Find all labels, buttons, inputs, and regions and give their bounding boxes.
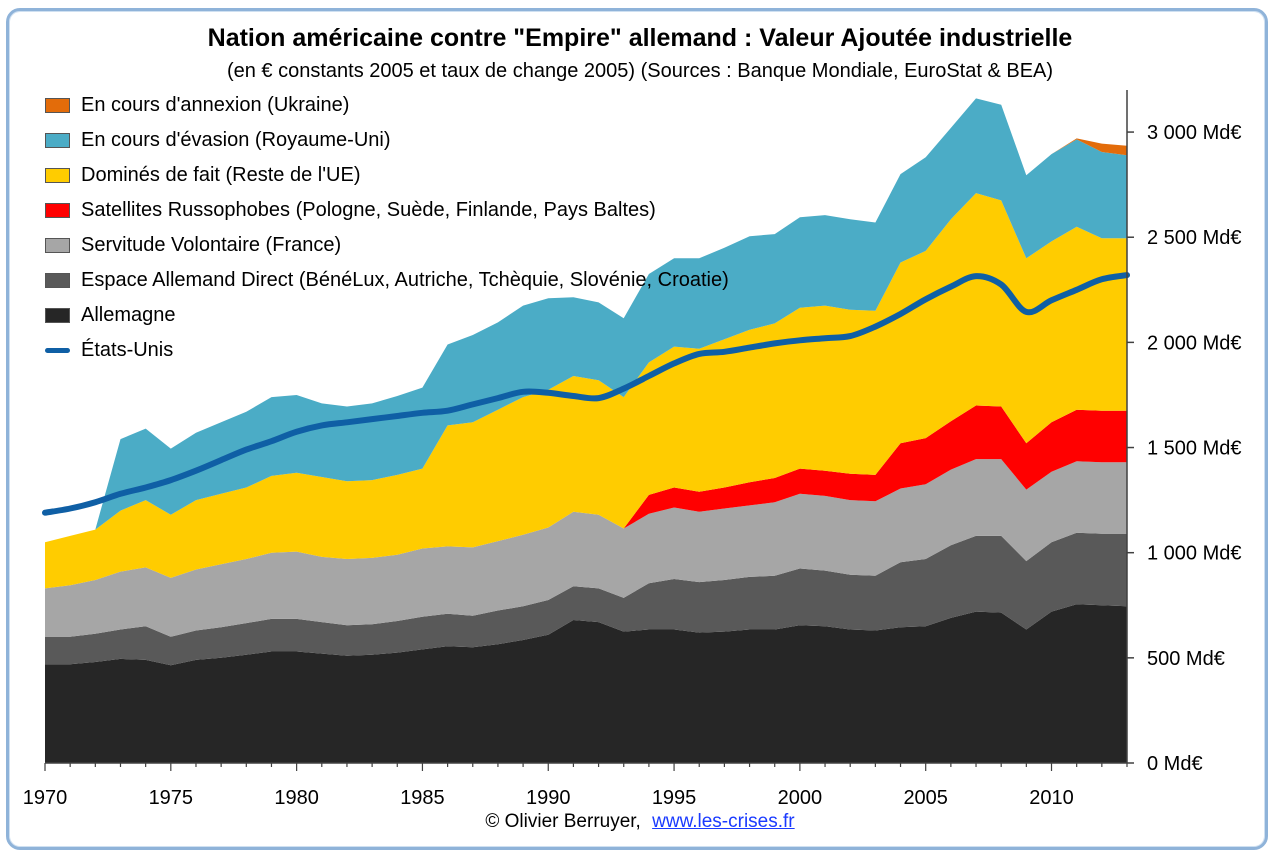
- x-tick-label: 2000: [778, 787, 823, 809]
- legend-item-espace-allemand-direct-benelux-autriche-tchequie-slovenie-croatie: Espace Allemand Direct (BénéLux, Autrich…: [45, 263, 729, 298]
- legend-swatch: [45, 203, 70, 218]
- legend-swatch: [45, 133, 70, 148]
- credit-author: © Olivier Berruyer,: [485, 811, 641, 832]
- legend-item-etats-unis: États-Unis: [45, 333, 729, 368]
- chart-frame: [6, 8, 1268, 850]
- y-tick-label: 1 500 Md€: [1147, 438, 1242, 460]
- x-tick-label: 1970: [23, 787, 68, 809]
- legend-item-en-cours-d-evasion-royaume-uni: En cours d'évasion (Royaume-Uni): [45, 123, 729, 158]
- chart-legend: En cours d'annexion (Ukraine) En cours d'…: [45, 88, 729, 368]
- legend-label: Dominés de fait (Reste de l'UE): [81, 164, 361, 186]
- legend-item-allemagne: Allemagne: [45, 298, 729, 333]
- x-tick-label: 1995: [652, 787, 697, 809]
- legend-label: Allemagne: [81, 304, 176, 326]
- legend-swatch: [45, 273, 70, 288]
- area-allemagne: [45, 604, 1127, 763]
- chart-credit: © Olivier Berruyer, www.les-crises.fr: [0, 811, 1280, 833]
- legend-label: Espace Allemand Direct (BénéLux, Autrich…: [81, 269, 729, 291]
- legend-label: Servitude Volontaire (France): [81, 234, 342, 256]
- y-tick-label: 2 000 Md€: [1147, 332, 1242, 354]
- legend-swatch: [45, 238, 70, 253]
- x-tick-label: 1985: [400, 787, 445, 809]
- y-tick-label: 0 Md€: [1147, 753, 1203, 775]
- area-servitude-volontaire-france: [45, 459, 1127, 637]
- x-tick-label: 1990: [526, 787, 571, 809]
- y-tick-label: 2 500 Md€: [1147, 227, 1242, 249]
- legend-label: En cours d'évasion (Royaume-Uni): [81, 129, 391, 151]
- y-tick-label: 1 000 Md€: [1147, 543, 1242, 565]
- credit-link[interactable]: www.les-crises.fr: [652, 811, 795, 832]
- area-espace-allemand-direct-benelux-autriche-tchequie-slovenie-croatie: [45, 532, 1127, 666]
- legend-swatch: [45, 98, 70, 113]
- legend-swatch: [45, 308, 70, 323]
- chart-subtitle: (en € constants 2005 et taux de change 2…: [226, 60, 1054, 82]
- legend-item-servitude-volontaire-france: Servitude Volontaire (France): [45, 228, 729, 263]
- legend-swatch: [45, 168, 70, 183]
- x-tick-label: 2010: [1029, 787, 1074, 809]
- x-tick-label: 1975: [149, 787, 194, 809]
- chart-title: Nation américaine contre "Empire" allema…: [207, 24, 1073, 52]
- legend-item-domines-de-fait-reste-de-l-ue: Dominés de fait (Reste de l'UE): [45, 158, 729, 193]
- area-domines-de-fait-reste-de-l-ue: [45, 193, 1127, 589]
- legend-item-satellites-russophobes-pologne-suede-finlande-pays-baltes: Satellites Russophobes (Pologne, Suède, …: [45, 193, 729, 228]
- area-en-cours-d-evasion-royaume-uni: [45, 98, 1127, 543]
- legend-label: Satellites Russophobes (Pologne, Suède, …: [81, 199, 656, 221]
- legend-label: États-Unis: [81, 339, 174, 361]
- legend-swatch: [45, 348, 70, 353]
- x-tick-label: 2005: [903, 787, 948, 809]
- y-tick-label: 3 000 Md€: [1147, 122, 1242, 144]
- legend-item-en-cours-d-annexion-ukraine: En cours d'annexion (Ukraine): [45, 88, 729, 123]
- x-tick-label: 1980: [274, 787, 319, 809]
- y-tick-label: 500 Md€: [1147, 648, 1225, 670]
- legend-label: En cours d'annexion (Ukraine): [81, 94, 350, 116]
- line-etats-unis: [42, 272, 1130, 516]
